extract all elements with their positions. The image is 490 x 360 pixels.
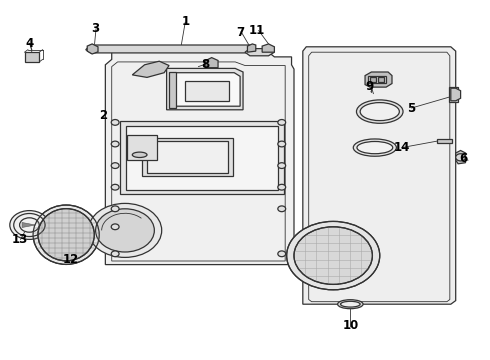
Text: 14: 14 [393, 141, 410, 154]
Text: 9: 9 [366, 80, 374, 93]
Circle shape [278, 141, 286, 147]
Ellipse shape [360, 103, 399, 121]
Polygon shape [262, 44, 274, 52]
Polygon shape [303, 47, 456, 304]
Bar [169, 72, 176, 108]
Circle shape [278, 251, 286, 257]
Polygon shape [365, 72, 392, 87]
Text: 4: 4 [25, 37, 33, 50]
Polygon shape [132, 61, 169, 77]
Text: 1: 1 [182, 15, 190, 28]
Bar [378, 77, 384, 82]
Ellipse shape [357, 141, 392, 154]
Bar [368, 76, 386, 83]
Circle shape [111, 251, 119, 257]
Circle shape [10, 211, 49, 239]
Circle shape [278, 163, 286, 168]
Ellipse shape [353, 139, 396, 156]
Circle shape [456, 154, 466, 161]
Polygon shape [126, 126, 278, 190]
Circle shape [287, 221, 380, 290]
Circle shape [278, 184, 286, 190]
Polygon shape [247, 44, 256, 52]
Text: 5: 5 [408, 102, 416, 114]
Text: 10: 10 [342, 319, 359, 332]
Circle shape [278, 120, 286, 125]
Text: 12: 12 [63, 253, 79, 266]
Circle shape [111, 224, 119, 230]
Polygon shape [167, 68, 243, 110]
Polygon shape [451, 88, 461, 101]
Bar [370, 77, 376, 82]
Ellipse shape [341, 301, 360, 307]
Circle shape [278, 206, 286, 212]
Polygon shape [245, 49, 274, 56]
Bar [127, 135, 157, 160]
Polygon shape [174, 73, 240, 106]
Bar [185, 81, 229, 101]
Text: 6: 6 [459, 152, 467, 165]
Bar [142, 138, 233, 176]
Circle shape [111, 184, 119, 190]
Polygon shape [105, 49, 294, 265]
Text: 8: 8 [202, 58, 210, 71]
Text: 2: 2 [99, 109, 107, 122]
Bar [147, 141, 228, 173]
Polygon shape [22, 222, 35, 228]
Circle shape [111, 141, 119, 147]
Circle shape [111, 120, 119, 125]
Polygon shape [24, 52, 39, 62]
Ellipse shape [357, 100, 403, 123]
Polygon shape [206, 58, 218, 68]
Ellipse shape [33, 205, 99, 264]
Polygon shape [87, 44, 98, 54]
Circle shape [294, 227, 372, 284]
Circle shape [111, 206, 119, 212]
Polygon shape [456, 150, 466, 164]
Circle shape [111, 163, 119, 168]
Text: 7: 7 [236, 26, 244, 39]
Text: 3: 3 [92, 22, 99, 35]
Ellipse shape [132, 152, 147, 158]
Bar [437, 139, 452, 143]
Ellipse shape [338, 300, 363, 309]
Text: 11: 11 [249, 24, 266, 37]
Text: 13: 13 [11, 233, 28, 246]
Circle shape [96, 209, 154, 252]
Polygon shape [120, 121, 284, 194]
Circle shape [88, 203, 162, 257]
Polygon shape [86, 45, 255, 53]
Bar [449, 87, 458, 102]
Ellipse shape [38, 209, 95, 261]
